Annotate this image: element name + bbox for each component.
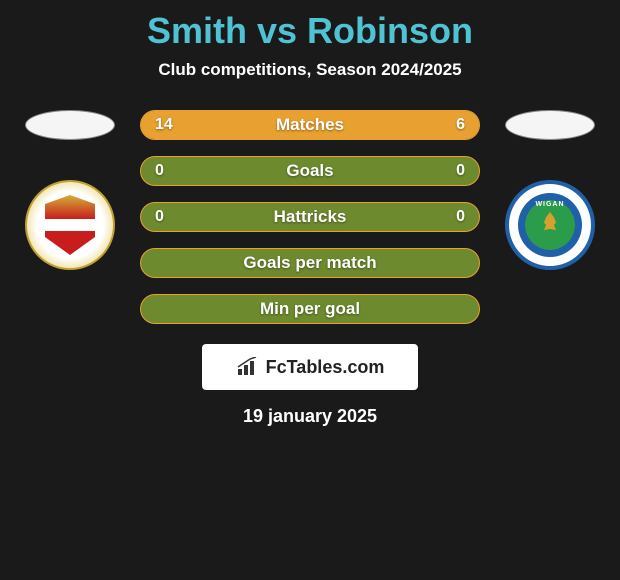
right-club-inner-icon: WIGAN [518, 193, 582, 257]
left-club-shield-icon [45, 195, 95, 255]
stat-row: 0 Goals 0 [140, 156, 480, 186]
left-flag-icon [25, 110, 115, 140]
date-text: 19 january 2025 [243, 406, 377, 427]
stat-label: Goals per match [243, 253, 376, 273]
stat-row: Min per goal [140, 294, 480, 324]
right-club-logo: WIGAN [505, 180, 595, 270]
stat-row: Goals per match [140, 248, 480, 278]
comparison-title: Smith vs Robinson [0, 10, 620, 52]
stat-row: 14 Matches 6 [140, 110, 480, 140]
right-player-col: WIGAN [500, 110, 600, 270]
stats-bars: 14 Matches 6 0 Goals 0 0 Hattricks 0 Goals per ma… [140, 110, 480, 324]
brand-chart-icon [236, 357, 260, 377]
left-player-col [20, 110, 120, 270]
brand-box: FcTables.com [202, 344, 418, 390]
right-club-tree-icon [540, 212, 560, 238]
stat-label: Matches [276, 115, 344, 135]
right-club-text-top: WIGAN [535, 201, 564, 208]
stat-value-left: 0 [155, 208, 164, 226]
stat-value-right: 0 [456, 208, 465, 226]
widget-container: Smith vs Robinson Club competitions, Sea… [0, 0, 620, 427]
stat-row: 0 Hattricks 0 [140, 202, 480, 232]
stat-label: Hattricks [274, 207, 347, 227]
stat-label: Goals [286, 161, 333, 181]
main-row: 14 Matches 6 0 Goals 0 0 Hattricks 0 Goals per ma… [0, 110, 620, 324]
left-club-logo [25, 180, 115, 270]
stat-value-left: 14 [155, 116, 173, 134]
stat-value-right: 0 [456, 162, 465, 180]
right-flag-icon [505, 110, 595, 140]
brand-text: FcTables.com [266, 357, 385, 378]
stat-label: Min per goal [260, 299, 360, 319]
footer: FcTables.com 19 january 2025 [0, 344, 620, 427]
stat-value-right: 6 [456, 116, 465, 134]
comparison-subtitle: Club competitions, Season 2024/2025 [0, 60, 620, 80]
stat-value-left: 0 [155, 162, 164, 180]
